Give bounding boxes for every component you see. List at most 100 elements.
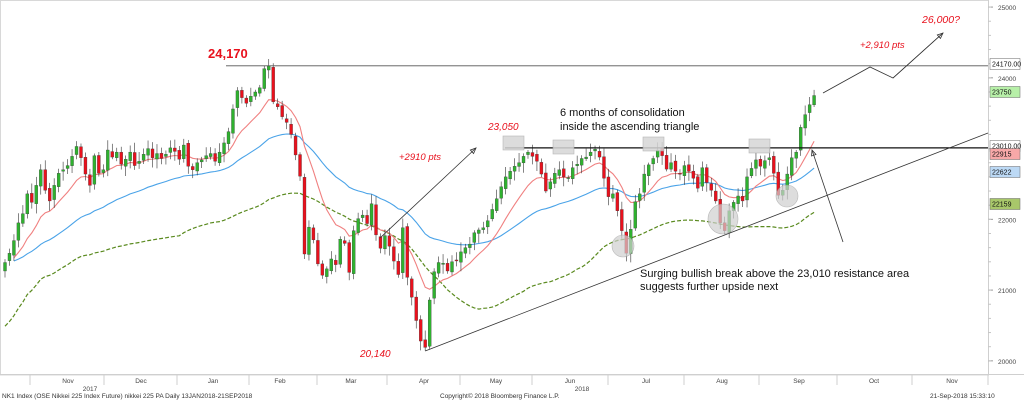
candle-body: [3, 262, 7, 272]
candle-body: [177, 150, 181, 160]
candle-body: [208, 153, 213, 157]
candle-body: [65, 165, 70, 169]
month-label: Nov: [946, 378, 958, 385]
candle-body: [106, 149, 110, 171]
candle-body: [302, 177, 307, 255]
month-label: Oct: [869, 378, 879, 385]
month-label: May: [490, 378, 503, 385]
candle-body: [369, 203, 374, 226]
candle-body: [343, 240, 347, 244]
annotation-text: +2,910 pts: [860, 40, 905, 51]
candle-body: [378, 236, 383, 249]
candle-body: [642, 173, 646, 193]
candle-body: [186, 143, 190, 167]
candle-body: [740, 196, 745, 202]
candle-body: [794, 151, 798, 159]
candle-body: [146, 148, 150, 156]
candle-body: [83, 157, 88, 175]
candle-body: [235, 90, 240, 108]
candle-body: [454, 259, 459, 262]
ascending-trendline: [425, 132, 989, 352]
candle-body: [593, 149, 597, 152]
candle-body: [97, 155, 101, 174]
candle-body: [132, 152, 137, 166]
candle-body: [231, 108, 235, 134]
candle-body: [52, 185, 56, 200]
candle-body: [182, 144, 186, 159]
candle-body: [548, 181, 552, 190]
candle-body: [539, 162, 544, 175]
candle-body: [647, 164, 651, 176]
candle-body: [749, 168, 754, 176]
candle-body: [669, 162, 673, 170]
candle-body: [34, 185, 38, 204]
candle-body: [682, 165, 687, 176]
target-arrow-head: [936, 32, 944, 40]
candle-body: [620, 209, 624, 231]
annotation-text: 6 months of consolidation: [560, 107, 685, 119]
candle-body: [512, 166, 517, 172]
candle-body: [222, 142, 226, 154]
candle-body: [410, 278, 414, 298]
candle-body: [307, 226, 311, 255]
candle-body: [566, 177, 570, 179]
y-tick-label: 22000: [998, 217, 1016, 224]
candle-body: [61, 169, 65, 172]
candle-body: [472, 232, 477, 243]
candle-body: [754, 159, 758, 169]
candle-body: [356, 218, 360, 233]
year-label: 2017: [83, 386, 98, 393]
candle-body: [329, 258, 333, 272]
candle-body: [21, 213, 25, 224]
candle-body: [325, 268, 329, 277]
candle-body: [7, 253, 12, 261]
price-label: 22622: [992, 170, 1012, 177]
candle-body: [691, 170, 696, 179]
candle-body: [445, 263, 450, 272]
slow-moving-average: [4, 192, 815, 327]
price-label-box: [989, 148, 1021, 160]
candle-body: [481, 227, 485, 230]
candle-body: [772, 156, 776, 174]
candle-body: [584, 156, 588, 159]
candle-body: [110, 151, 114, 158]
target-arrow: [892, 32, 944, 79]
candle-body: [374, 204, 378, 236]
candle-body: [365, 215, 369, 224]
year-label: 2018: [575, 386, 590, 393]
candle-body: [159, 153, 164, 159]
candle-body: [115, 151, 119, 158]
candle-body: [441, 263, 445, 265]
month-label: Jun: [565, 378, 576, 385]
month-label: Sep: [793, 378, 805, 385]
consolidation-box: [552, 139, 575, 155]
candle-body: [588, 151, 593, 156]
candle-body: [124, 159, 128, 167]
candle-body: [405, 226, 409, 278]
trend-lines: [226, 32, 989, 352]
price-label: 23750: [992, 90, 1012, 97]
candle-body: [334, 260, 338, 265]
candle-body: [499, 186, 503, 199]
medium-moving-average: [13, 133, 815, 262]
candle-body: [606, 176, 611, 197]
month-label: Feb: [274, 378, 286, 385]
candle-body: [267, 65, 271, 71]
candle-body: [436, 262, 441, 274]
candle-body: [226, 131, 231, 144]
candle-body: [562, 168, 566, 178]
annotation-text: 20,140: [359, 349, 391, 360]
breakout-pointer-arrow: [811, 149, 844, 243]
annotation-text: suggests further upside next: [640, 281, 778, 293]
y-tick-label: 24000: [998, 76, 1016, 83]
candle-body: [490, 209, 494, 220]
candle-body: [758, 159, 763, 167]
price-label-box: [989, 86, 1021, 98]
candle-body: [79, 146, 83, 158]
grid: [0, 0, 1024, 376]
price-label: 22915: [992, 152, 1012, 159]
candle-body: [74, 146, 79, 155]
candle-body: [204, 155, 208, 159]
annotation-text: inside the ascending triangle: [560, 121, 699, 133]
